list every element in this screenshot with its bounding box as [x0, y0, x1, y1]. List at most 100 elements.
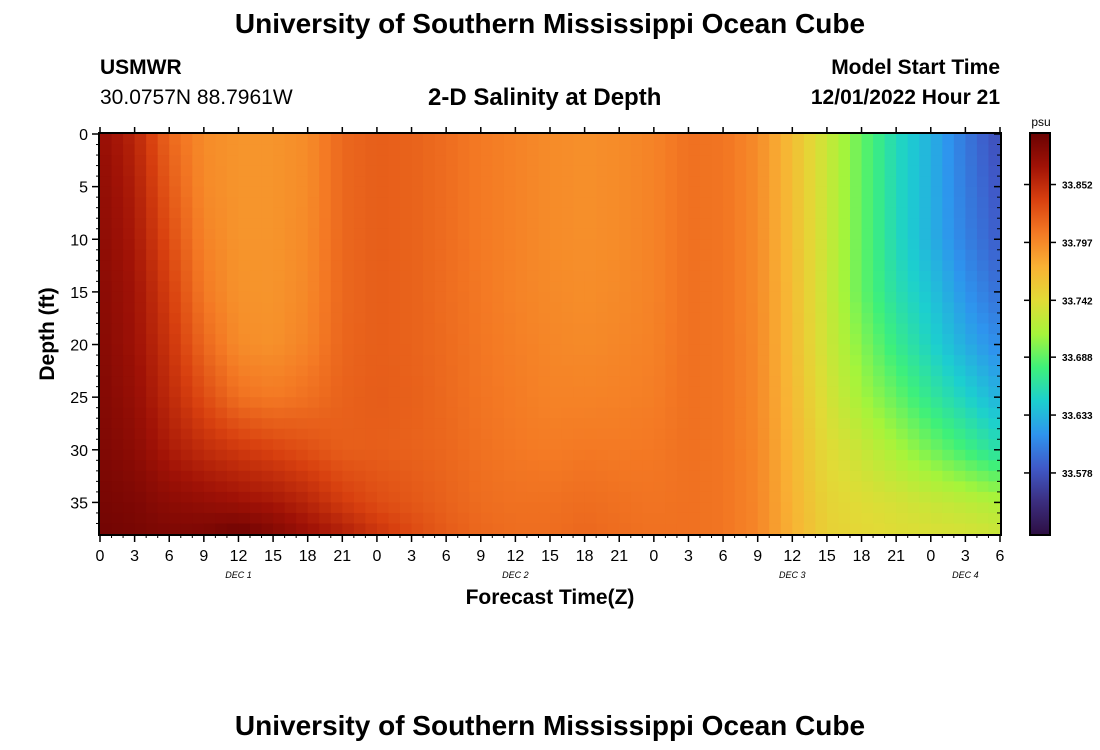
heatmap-cell [607, 407, 620, 419]
heatmap-cell [700, 291, 713, 304]
heatmap-cell [803, 134, 816, 146]
heatmap-cell [723, 155, 736, 167]
heatmap-cell [861, 334, 874, 346]
heatmap-cell [711, 312, 724, 325]
heatmap-cell [146, 197, 159, 209]
heatmap-cell [792, 523, 805, 535]
heatmap-cell [342, 270, 355, 282]
heatmap-cell [861, 144, 874, 156]
heatmap-cell [238, 397, 251, 409]
heatmap-cell [250, 523, 263, 535]
heatmap-cell [503, 523, 516, 535]
heatmap-cell [676, 365, 690, 377]
heatmap-cell [550, 512, 563, 525]
heatmap-cell [111, 439, 124, 451]
y-tick-label: 30 [70, 443, 88, 460]
heatmap-cell [365, 344, 378, 356]
heatmap-cell [919, 470, 932, 482]
heatmap-cell [584, 228, 597, 240]
heatmap-cell [515, 418, 528, 430]
heatmap-cell [734, 228, 747, 240]
heatmap-cell [353, 481, 366, 493]
heatmap-cell [850, 186, 863, 198]
heatmap-cell [411, 323, 424, 335]
heatmap-cell [376, 502, 390, 514]
heatmap-cell [665, 302, 678, 314]
heatmap-cell [157, 165, 170, 177]
heatmap-cell [123, 365, 136, 377]
heatmap-cell [296, 165, 309, 177]
heatmap-cell [376, 355, 390, 367]
heatmap-cell [803, 512, 816, 525]
heatmap-cell [942, 155, 955, 167]
heatmap-cell [815, 281, 828, 293]
heatmap-cell [123, 502, 136, 514]
heatmap-cell [353, 228, 366, 240]
heatmap-cell [342, 449, 355, 461]
heatmap-cell [734, 323, 747, 335]
heatmap-cell [238, 407, 251, 419]
heatmap-cell [111, 355, 124, 367]
heatmap-cell [365, 355, 378, 367]
heatmap-cell [526, 155, 540, 167]
heatmap-cell [192, 376, 205, 388]
heatmap-cell [169, 302, 182, 314]
heatmap-cell [503, 502, 516, 514]
heatmap-cell [803, 365, 816, 377]
heatmap-cell [134, 218, 147, 230]
heatmap-cell [976, 334, 990, 346]
heatmap-cell [630, 502, 643, 514]
heatmap-cell [896, 270, 909, 282]
heatmap-cell [492, 344, 505, 356]
heatmap-cell [423, 481, 436, 493]
heatmap-cell [711, 439, 724, 451]
heatmap-cell [307, 355, 320, 367]
heatmap-cell [226, 155, 240, 167]
heatmap-cell [492, 481, 505, 493]
heatmap-cell [596, 218, 609, 230]
heatmap-cell [930, 386, 943, 398]
heatmap-cell [111, 523, 124, 535]
heatmap-cell [907, 218, 920, 230]
y-tick-label: 0 [79, 127, 88, 144]
heatmap-cell [965, 312, 978, 325]
heatmap-cell [988, 239, 1001, 251]
heatmap-cell [607, 481, 620, 493]
heatmap-cell [873, 186, 886, 198]
heatmap-cell [907, 228, 920, 240]
heatmap-cell [353, 291, 366, 304]
heatmap-cell [896, 355, 909, 367]
heatmap-cell [550, 249, 563, 261]
heatmap-cell [192, 491, 205, 504]
heatmap-cell [826, 176, 840, 188]
heatmap-cell [642, 270, 655, 282]
heatmap-cell [780, 302, 793, 314]
heatmap-cell [457, 355, 470, 367]
heatmap-cell [330, 312, 343, 325]
heatmap-cell [665, 218, 678, 230]
heatmap-cell [769, 239, 782, 251]
heatmap-cell [873, 481, 886, 493]
heatmap-cell [457, 239, 470, 251]
heatmap-cell [423, 134, 436, 146]
heatmap-cell [803, 407, 816, 419]
heatmap-cell [700, 228, 713, 240]
heatmap-cell [619, 355, 632, 367]
heatmap-cell [803, 344, 816, 356]
heatmap-cell [353, 365, 366, 377]
heatmap-cell [803, 218, 816, 230]
heatmap-cell [873, 407, 886, 419]
heatmap-cell [676, 470, 690, 482]
heatmap-cell [619, 460, 632, 472]
heatmap-cell [434, 239, 447, 251]
heatmap-cell [480, 449, 493, 461]
heatmap-cell [630, 134, 643, 146]
heatmap-cell [873, 197, 886, 209]
heatmap-cell [238, 207, 251, 219]
heatmap-cell [215, 207, 228, 219]
heatmap-cell [180, 134, 193, 146]
heatmap-cell [192, 512, 205, 525]
heatmap-cell [284, 134, 297, 146]
heatmap-cell [653, 270, 666, 282]
heatmap-cell [896, 228, 909, 240]
